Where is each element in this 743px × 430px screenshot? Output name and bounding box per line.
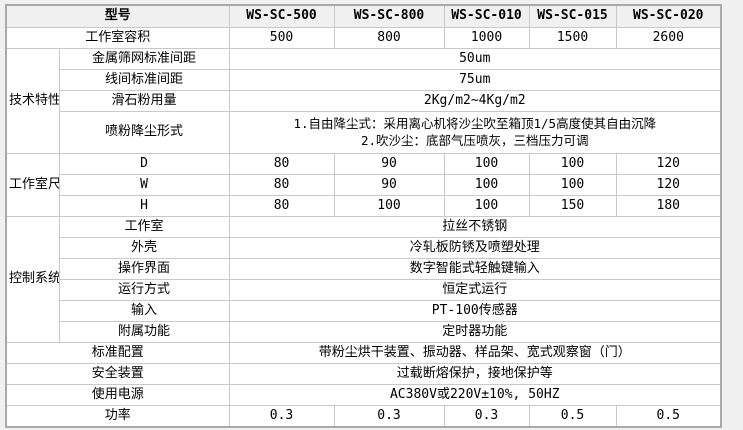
cell-value: 120 (615, 153, 722, 175)
cell-value: 80 (228, 195, 335, 217)
cell-value: 100 (333, 195, 445, 217)
group-label-dimensions: 工作室尺寸 (5, 153, 60, 217)
table-row-control: 控制系统 工作室 拉丝不锈钢 (5, 216, 722, 343)
row-label: 运行方式 (58, 279, 230, 301)
cell-value: 80 (228, 174, 335, 196)
spec-table: 型号 WS-SC-500 WS-SC-800 WS-SC-010 WS-SC-0… (5, 4, 723, 428)
cell-value: 50um (228, 48, 722, 70)
row-label: 输入 (58, 300, 230, 322)
table-row-control: 外壳 冷轧板防锈及喷塑处理 (6, 237, 722, 259)
group-label-tech: 技术特性 (5, 48, 60, 154)
table-header-row: 型号 WS-SC-500 WS-SC-800 WS-SC-010 WS-SC-0… (5, 4, 722, 28)
row-label: 工作室容积 (5, 27, 230, 49)
model-name: WS-SC-800 (333, 4, 445, 28)
table-row-control: 操作界面 数字智能式轻触键输入 (6, 258, 722, 280)
cell-value: PT-100传感器 (228, 300, 722, 322)
cell-value: 1500 (528, 27, 617, 49)
table-row-dimension: H 80 100 100 150 180 (6, 195, 722, 217)
table-row-tech: 线间标准间距 75um (6, 69, 722, 91)
row-label: 附属功能 (58, 321, 230, 343)
table-row-dimension: W 80 90 100 100 120 (6, 174, 722, 196)
table-row-power-supply: 使用电源 AC380V或220V±10%, 50HZ (5, 384, 722, 406)
cell-value: 75um (228, 69, 722, 91)
dust-mode-line2: 2.吹沙尘：底部气压喷灰，三档压力可调 (360, 132, 589, 148)
cell-value: 过载断熔保护，接地保护等 (228, 363, 722, 385)
table-row-power: 功率 0.3 0.3 0.3 0.5 0.5 (5, 405, 722, 428)
row-label: 工作室 (58, 216, 230, 238)
cell-value: 定时器功能 (228, 321, 722, 343)
table-row-tech: 滑石粉用量 2Kg/m2~4Kg/m2 (6, 90, 722, 112)
cell-value: AC380V或220V±10%, 50HZ (228, 384, 722, 406)
cell-value: 90 (333, 174, 445, 196)
cell-value: 0.5 (615, 405, 722, 428)
group-label-control: 控制系统 (5, 216, 60, 343)
table-row-control: 输入 PT-100传感器 (6, 300, 722, 322)
cell-value: 90 (333, 153, 445, 175)
table-row-control: 附属功能 定时器功能 (6, 321, 722, 343)
cell-value: 1000 (443, 27, 530, 49)
table-row-capacity: 工作室容积 500 800 1000 1500 2600 (5, 27, 722, 49)
cell-value: 0.3 (333, 405, 445, 428)
cell-value: 数字智能式轻触键输入 (228, 258, 722, 280)
cell-value: 100 (528, 153, 617, 175)
model-name: WS-SC-015 (528, 4, 617, 28)
table-row-dimension: 工作室尺寸 D 80 90 100 100 120 (5, 153, 722, 217)
cell-value: 100 (443, 195, 530, 217)
model-name: WS-SC-500 (228, 4, 335, 28)
row-label: 外壳 (58, 237, 230, 259)
cell-value: 100 (443, 153, 530, 175)
row-label: 标准配置 (5, 342, 230, 364)
cell-value: 0.5 (528, 405, 617, 428)
row-label: D (58, 153, 230, 175)
row-label: 操作界面 (58, 258, 230, 280)
model-name: WS-SC-020 (615, 4, 722, 28)
cell-value: 2Kg/m2~4Kg/m2 (228, 90, 722, 112)
row-label: 线间标准间距 (58, 69, 230, 91)
cell-value: 0.3 (443, 405, 530, 428)
cell-value: 100 (443, 174, 530, 196)
dust-mode-line1: 1.自由降尘式：采用离心机将沙尘吹至箱顶1/5高度使其自由沉降 (293, 115, 657, 131)
cell-value: 2600 (615, 27, 722, 49)
cell-value: 180 (615, 195, 722, 217)
row-label: 安全装置 (5, 363, 230, 385)
model-name: WS-SC-010 (443, 4, 530, 28)
cell-value: 800 (333, 27, 445, 49)
table-row-config: 标准配置 带粉尘烘干装置、振动器、样品架、宽式观察窗（门） (5, 342, 722, 364)
row-label: 金属筛网标准间距 (58, 48, 230, 70)
cell-value: 0.3 (228, 405, 335, 428)
cell-value: 80 (228, 153, 335, 175)
row-label: 喷粉降尘形式 (58, 111, 230, 154)
cell-value: 冷轧板防锈及喷塑处理 (228, 237, 722, 259)
table-row-tech: 喷粉降尘形式 1.自由降尘式：采用离心机将沙尘吹至箱顶1/5高度使其自由沉降 2… (6, 111, 722, 154)
row-label: 使用电源 (5, 384, 230, 406)
cell-value: 带粉尘烘干装置、振动器、样品架、宽式观察窗（门） (228, 342, 722, 364)
cell-value: 拉丝不锈钢 (228, 216, 722, 238)
table-row-safety: 安全装置 过载断熔保护，接地保护等 (5, 363, 722, 385)
table-row-tech: 技术特性 金属筛网标准间距 50um (5, 48, 722, 154)
cell-value: 150 (528, 195, 617, 217)
table-row-control: 运行方式 恒定式运行 (6, 279, 722, 301)
model-header-label: 型号 (5, 4, 230, 28)
cell-value: 500 (228, 27, 335, 49)
row-label: 功率 (5, 405, 230, 428)
cell-value: 1.自由降尘式：采用离心机将沙尘吹至箱顶1/5高度使其自由沉降 2.吹沙尘：底部… (228, 111, 722, 154)
row-label: H (58, 195, 230, 217)
cell-value: 恒定式运行 (228, 279, 722, 301)
row-label: 滑石粉用量 (58, 90, 230, 112)
cell-value: 100 (528, 174, 617, 196)
row-label: W (58, 174, 230, 196)
cell-value: 120 (615, 174, 722, 196)
